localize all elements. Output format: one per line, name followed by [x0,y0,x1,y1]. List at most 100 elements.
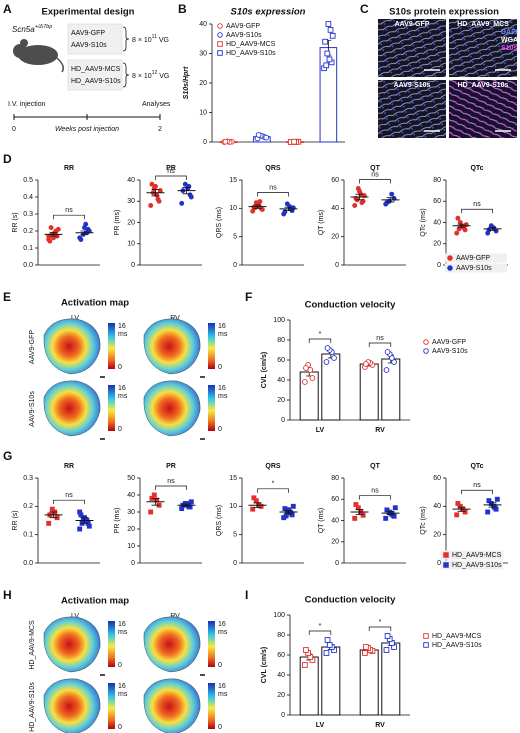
panel-label: D [3,152,12,166]
activation-map [43,616,101,673]
data-point [302,379,308,385]
colorbar [108,385,115,431]
data-point [323,650,330,656]
data-point [217,50,223,56]
significance-bracket [308,630,332,635]
error-bar [355,508,364,516]
chart-title: QT [370,165,380,172]
data-point [384,349,391,355]
data-point [363,644,369,650]
y-tick-label: 0 [233,560,237,567]
panel-title: S10s protein expression [389,7,499,18]
micrograph-label: AAV9-S10s [394,82,431,89]
mouse-head [13,44,27,58]
data-point [49,506,55,512]
y-tick-label: 20 [127,219,135,226]
error-bar [355,193,364,201]
y-tick-label: 0 [335,262,339,269]
data-point [389,191,395,197]
dose-base: 8 × 10 [132,73,152,80]
chart-title: RR [64,463,74,470]
y-tick-label: 0.3 [23,211,33,218]
y-tick-label: 100 [273,612,285,619]
y-tick-label: 80 [433,177,441,184]
chart-title: Conduction velocity [305,300,397,311]
colorbar-min: 0 [118,364,122,371]
colorbar-max: 16 [218,385,226,392]
data-point [217,41,223,47]
brace [122,26,130,52]
data-point [148,203,154,208]
data-point [291,138,297,145]
data-point [447,255,453,261]
y-tick-label: 40 [277,377,285,384]
y-tick-label: 0 [203,139,207,146]
significance-label: * [379,619,382,626]
y-tick-label: 60 [433,475,441,482]
data-point [86,523,92,529]
colorbar-unit: ms [118,629,128,636]
micrograph [449,19,517,77]
data-point [352,203,358,208]
dose: 8 × 1011 VG [132,34,169,44]
y-tick-label: 10 [229,205,237,212]
data-point [153,183,158,189]
legend-label: HD_AAV9-MCS [432,633,482,640]
y-axis-label: PR (ms) [114,508,121,534]
y-tick-label: 0.0 [23,560,33,567]
data-point [283,513,289,519]
significance-label: ns [473,201,481,208]
colorbar-max: 16 [218,683,226,690]
x-tick-label: LV [316,722,325,729]
y-tick-label: 5 [233,234,237,241]
mouse-tail [56,57,64,73]
significance-bracket [368,626,392,631]
data-point [323,359,330,365]
dose: 8 × 1012 VG [132,70,169,80]
y-tick-label: 40 [127,177,135,184]
legend-label: HD_AAV9-S10s [226,50,276,57]
error-bar [284,509,293,515]
error-bar [253,204,262,209]
data-point [352,515,358,521]
data-point [384,633,391,639]
colorbar [208,621,215,667]
significance-bracket [461,489,493,495]
micrograph [378,80,446,138]
activation-map [43,318,101,375]
y-tick-label: 0 [437,262,441,269]
significance-label: * [272,481,275,488]
column-label: LV [71,315,79,322]
y-tick-label: 80 [277,337,285,344]
significance-label: * [319,331,322,338]
data-point [323,62,330,69]
error-bar [284,206,293,211]
panel-label: E [3,290,11,304]
y-axis-label: RR (s) [12,212,19,232]
genotype-sup: +/Δ7bp [35,24,53,30]
data-point [46,520,52,526]
data-point [353,502,359,508]
legend-background [441,560,503,570]
legend-label: HD_AAV9-MCS [226,41,276,48]
legend-label: HD_AAV9-MCS [452,552,502,559]
data-point [217,23,223,29]
y-axis-label: QT (ms) [318,210,325,236]
chart-title: S10s expression [231,7,306,18]
y-tick-label: 40 [277,672,285,679]
colorbar-unit: ms [118,691,128,698]
y-axis-label: QTc (ms) [420,208,427,236]
y-tick-label: 30 [127,198,135,205]
y-tick-label: 60 [277,357,285,364]
timeline-start: I.V. injection [8,101,46,108]
panel-title: Experimental design [42,7,135,18]
y-tick-label: 0.3 [23,475,33,482]
chart-title: QRS [265,463,281,470]
significance-label: ns [371,487,379,494]
data-point [149,181,155,187]
data-point [324,345,331,351]
column-label: RV [170,613,180,620]
significance-bracket [359,179,391,184]
significance-label: ns [473,482,481,489]
colorbar [108,683,115,729]
